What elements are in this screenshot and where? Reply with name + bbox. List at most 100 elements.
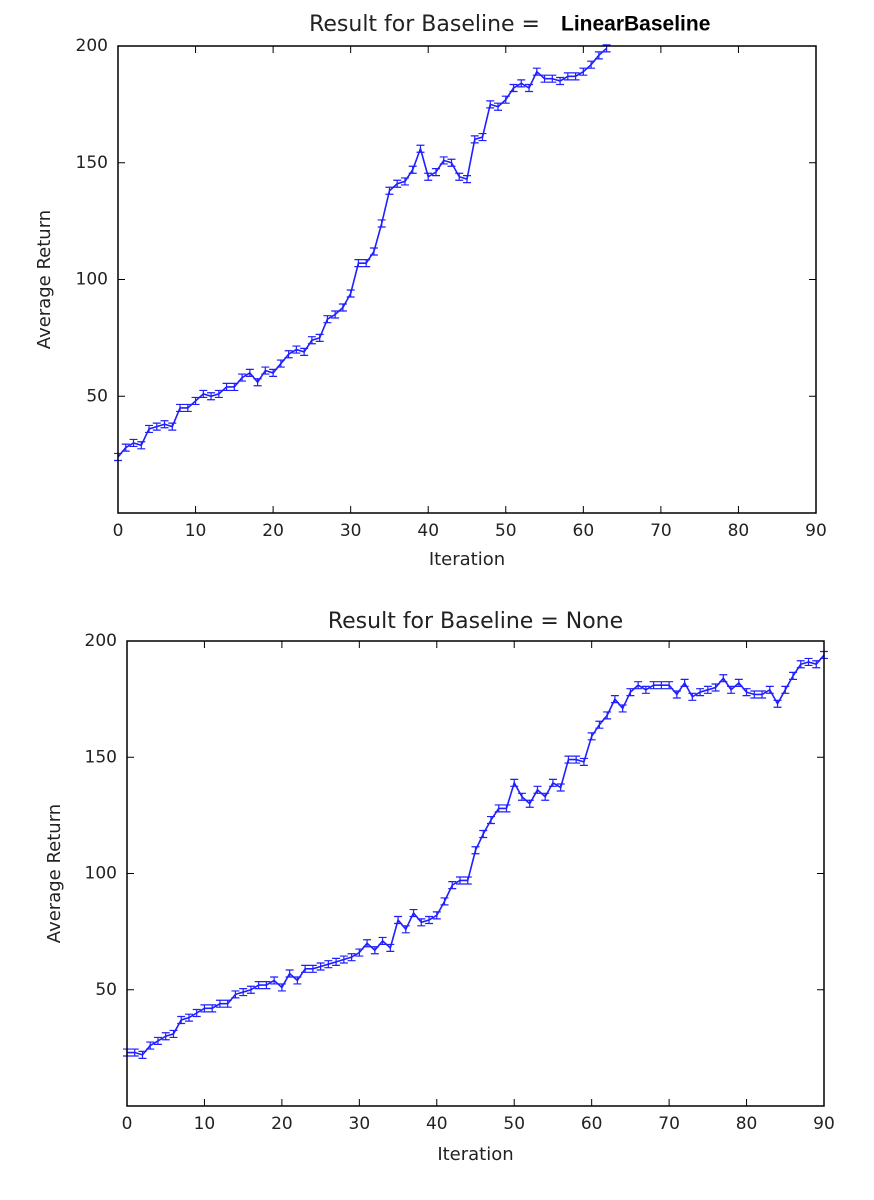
error-bar [378, 936, 387, 946]
error-bar [579, 67, 588, 76]
error-bar [208, 1004, 217, 1013]
error-bar [152, 422, 161, 431]
error-bar [369, 247, 378, 256]
error-bar [183, 403, 192, 413]
y-tick-label: 50 [86, 386, 108, 406]
error-bar [231, 990, 240, 999]
error-bar [541, 792, 550, 801]
error-bar [362, 259, 371, 268]
error-bar [129, 438, 138, 448]
x-tick-label: 90 [813, 1114, 835, 1134]
error-bar [727, 685, 736, 694]
error-bar [564, 755, 573, 764]
error-bar [199, 389, 208, 399]
x-tick-label: 80 [728, 521, 750, 541]
error-bar [471, 846, 480, 855]
error-bar [192, 1008, 201, 1018]
error-bar [277, 983, 286, 992]
error-bar [525, 799, 534, 808]
error-bar [431, 167, 440, 177]
error-bar [548, 74, 557, 83]
error-bar [455, 172, 464, 181]
error-bar [370, 946, 379, 955]
error-bar [339, 955, 348, 964]
x-tick-label: 30 [340, 521, 362, 541]
error-bar [269, 368, 278, 378]
error-bar [215, 999, 224, 1008]
error-bar [207, 392, 216, 401]
error-bar [571, 72, 580, 81]
error-bar [409, 908, 418, 918]
error-bar [238, 373, 247, 382]
error-bar [324, 960, 333, 969]
error-bar [711, 683, 720, 692]
error-bar [618, 704, 627, 713]
chart-title: Result for Baseline = None [328, 609, 623, 634]
x-tick-label: 50 [503, 1114, 525, 1134]
y-tick-label: 150 [85, 747, 117, 767]
error-bar [688, 692, 697, 701]
error-bar [377, 219, 386, 228]
error-bar [261, 366, 270, 375]
error-bar [812, 660, 821, 669]
error-bar [416, 144, 425, 153]
error-bar [316, 962, 325, 971]
error-bar [354, 259, 363, 268]
error-bar [603, 711, 612, 720]
error-bar [750, 690, 759, 699]
error-bar [276, 359, 285, 368]
error-bar [657, 681, 666, 690]
error-bar [408, 165, 417, 174]
error-bar [595, 720, 604, 729]
x-axis-label: Iteration [429, 549, 505, 570]
error-bar [222, 382, 231, 392]
error-bar [425, 915, 434, 925]
error-bar [494, 804, 503, 813]
error-bar [121, 443, 130, 452]
error-bar [439, 156, 448, 165]
error-bar [292, 345, 301, 354]
error-bar [424, 172, 433, 181]
error-bar [789, 671, 798, 680]
error-bar [479, 829, 488, 839]
error-bar [138, 1050, 147, 1059]
error-bar [161, 1032, 170, 1041]
error-bar [579, 757, 588, 766]
error-bar [680, 678, 689, 687]
error-bar [385, 186, 394, 195]
error-bar [470, 135, 479, 144]
error-bar [253, 378, 262, 387]
error-bar [742, 688, 751, 697]
x-tick-label: 40 [426, 1114, 448, 1134]
y-tick-label: 150 [76, 153, 108, 173]
x-tick-label: 50 [495, 521, 517, 541]
error-bar [517, 79, 526, 88]
x-tick-label: 20 [271, 1114, 293, 1134]
x-tick-label: 90 [805, 521, 827, 541]
error-bar [245, 368, 254, 378]
error-bar [284, 350, 293, 359]
x-tick-label: 0 [122, 1114, 133, 1134]
error-bar [191, 396, 200, 406]
error-bar [634, 681, 643, 690]
error-bar [719, 674, 728, 683]
error-bar [394, 915, 403, 925]
error-bar [463, 174, 471, 184]
error-bar [338, 303, 347, 312]
y-tick-label: 200 [85, 631, 117, 651]
error-bar [346, 289, 355, 298]
error-bar [169, 1029, 178, 1039]
error-bar [401, 925, 410, 934]
error-bar [230, 382, 239, 392]
error-bar [153, 1036, 162, 1045]
error-bar [804, 657, 813, 667]
x-tick-label: 80 [736, 1114, 758, 1134]
error-bar [145, 424, 154, 434]
x-tick-label: 70 [650, 521, 672, 541]
error-bar [323, 315, 332, 324]
error-bar [239, 987, 248, 997]
error-bar [214, 389, 223, 399]
y-axis-label: Average Return [44, 804, 65, 943]
